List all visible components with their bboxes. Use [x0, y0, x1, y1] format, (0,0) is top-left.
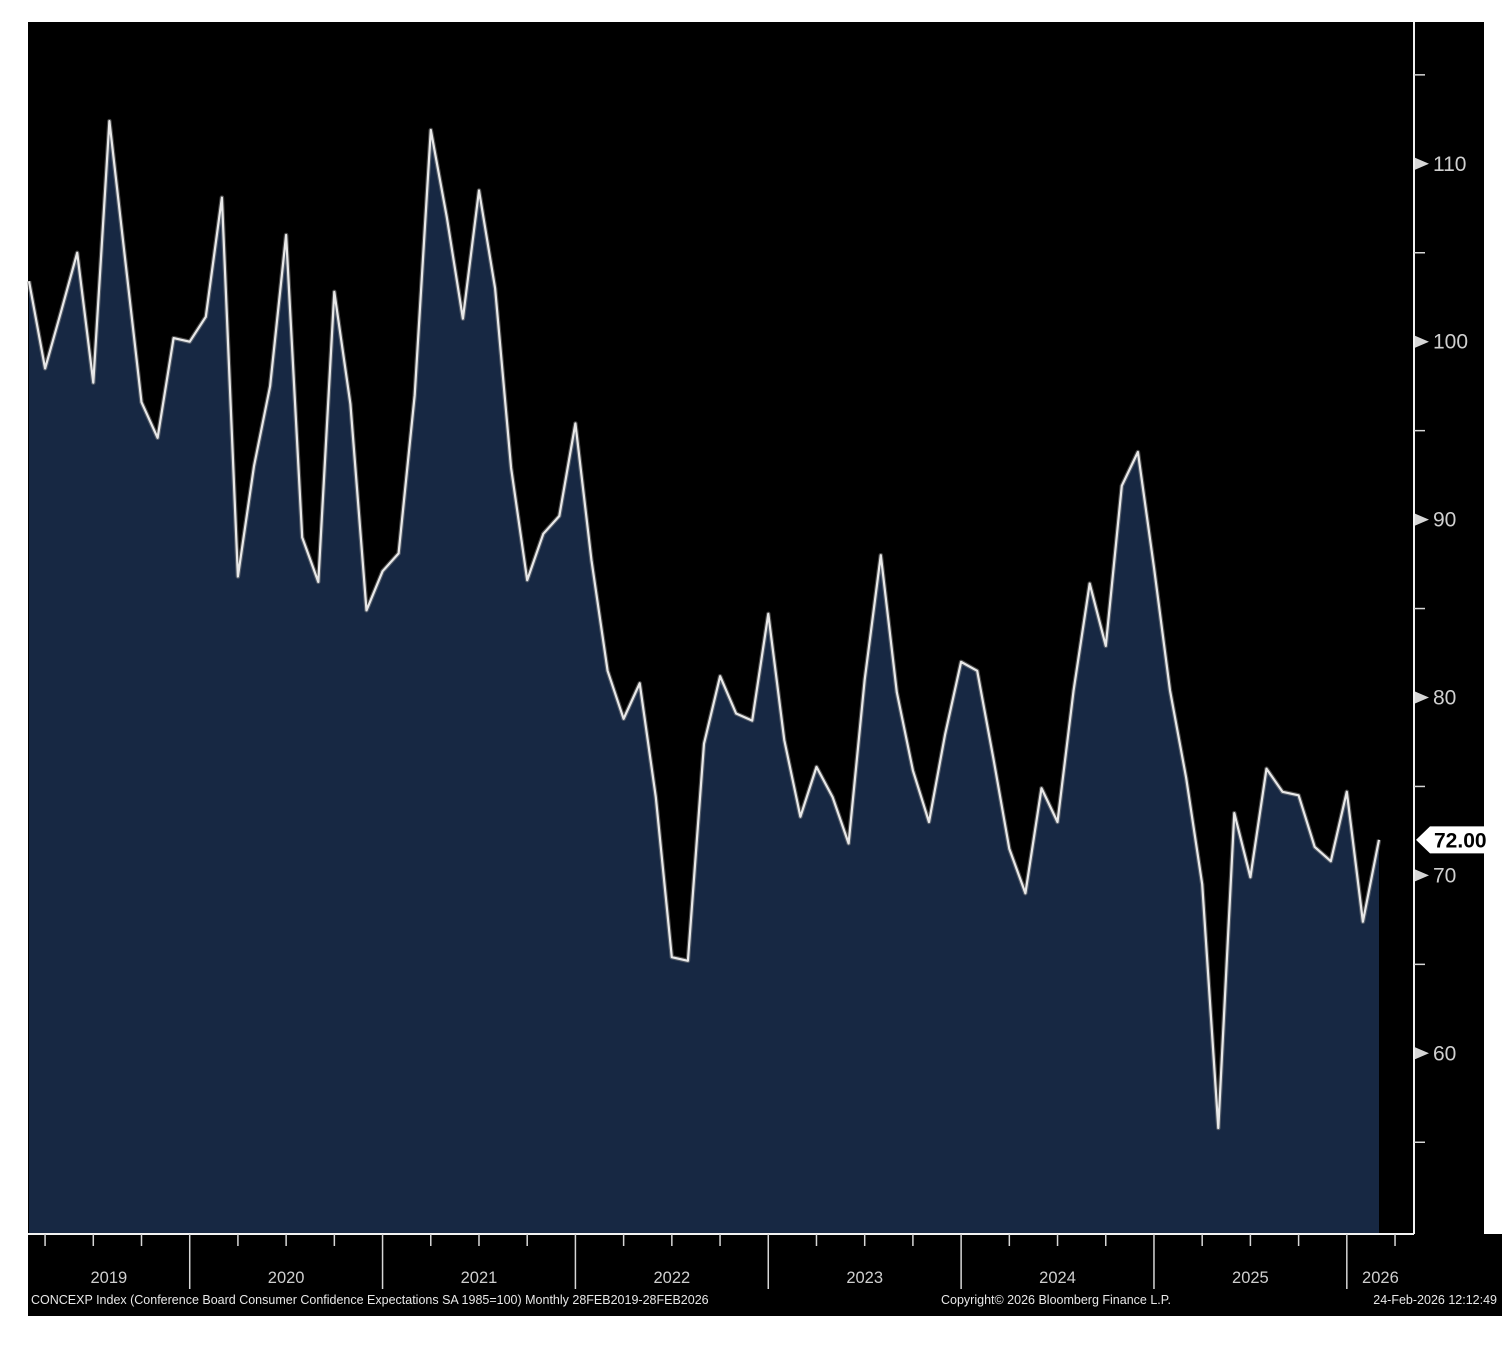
- y-major-tick: [1415, 513, 1429, 526]
- y-major-tick: [1415, 869, 1429, 882]
- y-axis-label: 60: [1433, 1042, 1456, 1065]
- y-axis-label: 100: [1433, 331, 1468, 354]
- x-axis-year-label: 2025: [1232, 1269, 1269, 1287]
- y-axis-label: 90: [1433, 509, 1456, 532]
- y-axis-label: 70: [1433, 864, 1456, 887]
- y-major-tick: [1415, 335, 1429, 348]
- copyright-text: Copyright© 2026 Bloomberg Finance L.P.: [941, 1293, 1171, 1307]
- y-axis-label: 110: [1433, 153, 1466, 176]
- y-major-tick: [1415, 1047, 1429, 1060]
- footer-background: [1484, 1234, 1502, 1316]
- x-axis-year-label: 2021: [461, 1269, 498, 1287]
- y-major-tick: [1415, 157, 1429, 170]
- y-axis-label: 80: [1433, 687, 1456, 710]
- footer-bar: CONCEXP Index (Conference Board Consumer…: [0, 1290, 1502, 1316]
- x-axis-year-label: 2026: [1362, 1269, 1399, 1287]
- chart-title: CONCEXP Index (Conference Board Consumer…: [31, 1293, 709, 1307]
- price-line: [27, 120, 1381, 1130]
- timestamp-text: 24-Feb-2026 12:12:49: [1373, 1293, 1497, 1307]
- x-axis-year-label: 2020: [268, 1269, 305, 1287]
- last-price-marker: [1416, 826, 1500, 854]
- x-axis-year-label: 2019: [90, 1269, 127, 1287]
- last-price-label: 72.00: [1434, 829, 1487, 852]
- x-axis-year-label: 2022: [653, 1269, 690, 1287]
- x-axis-year-label: 2024: [1039, 1269, 1076, 1287]
- y-major-tick: [1415, 691, 1429, 704]
- area-fill: [29, 121, 1379, 1235]
- x-axis-year-label: 2023: [846, 1269, 883, 1287]
